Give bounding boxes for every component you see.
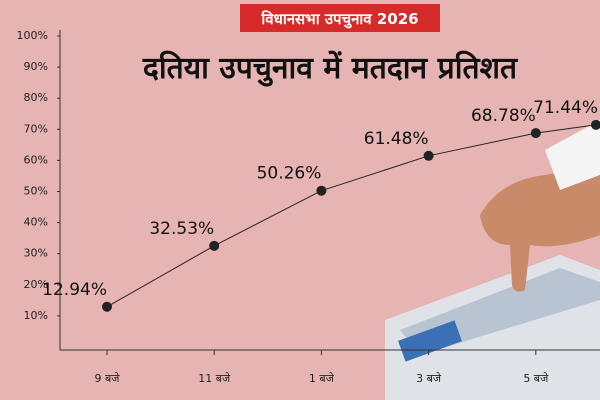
y-tick-label: 30% [24, 247, 48, 260]
point [102, 301, 112, 312]
y-tick-label: 80% [24, 91, 48, 104]
value-label: 71.44% [533, 98, 598, 118]
x-tick-label: 3 बजे [416, 372, 442, 385]
value-label: 61.48% [364, 129, 429, 149]
subtitle: विधानसभा उपचुनाव 2026 [260, 10, 418, 29]
x-tick-label: 11 बजे [198, 372, 231, 385]
point [530, 128, 541, 139]
value-label: 50.26% [257, 164, 322, 184]
x-tick-label: 9 बजे [95, 372, 121, 385]
x-tick-label: 1 बजे [309, 372, 335, 385]
y-tick-label: 10% [24, 309, 48, 322]
y-tick-label: 50% [24, 185, 48, 198]
value-label: 32.53% [149, 219, 214, 239]
point [423, 150, 434, 161]
value-label: 68.78% [471, 106, 536, 126]
y-tick-label: 70% [24, 122, 48, 135]
y-tick-label: 20% [24, 278, 48, 291]
chart-title: दतिया उपचुनाव में मतदान प्रतिशत [142, 50, 519, 87]
subtitle-banner [240, 4, 440, 32]
y-tick-label: 40% [24, 216, 48, 229]
point [316, 185, 327, 196]
line [106, 124, 597, 308]
evm-illustration [385, 120, 600, 400]
y-tick-label: 100% [17, 29, 48, 42]
y-tick-label: 90% [24, 60, 48, 73]
value-label: 12.94% [42, 280, 107, 300]
point [209, 240, 220, 251]
x-tick-label: 5 बजे [523, 372, 549, 385]
y-tick-label: 60% [24, 153, 48, 166]
point [591, 119, 600, 130]
